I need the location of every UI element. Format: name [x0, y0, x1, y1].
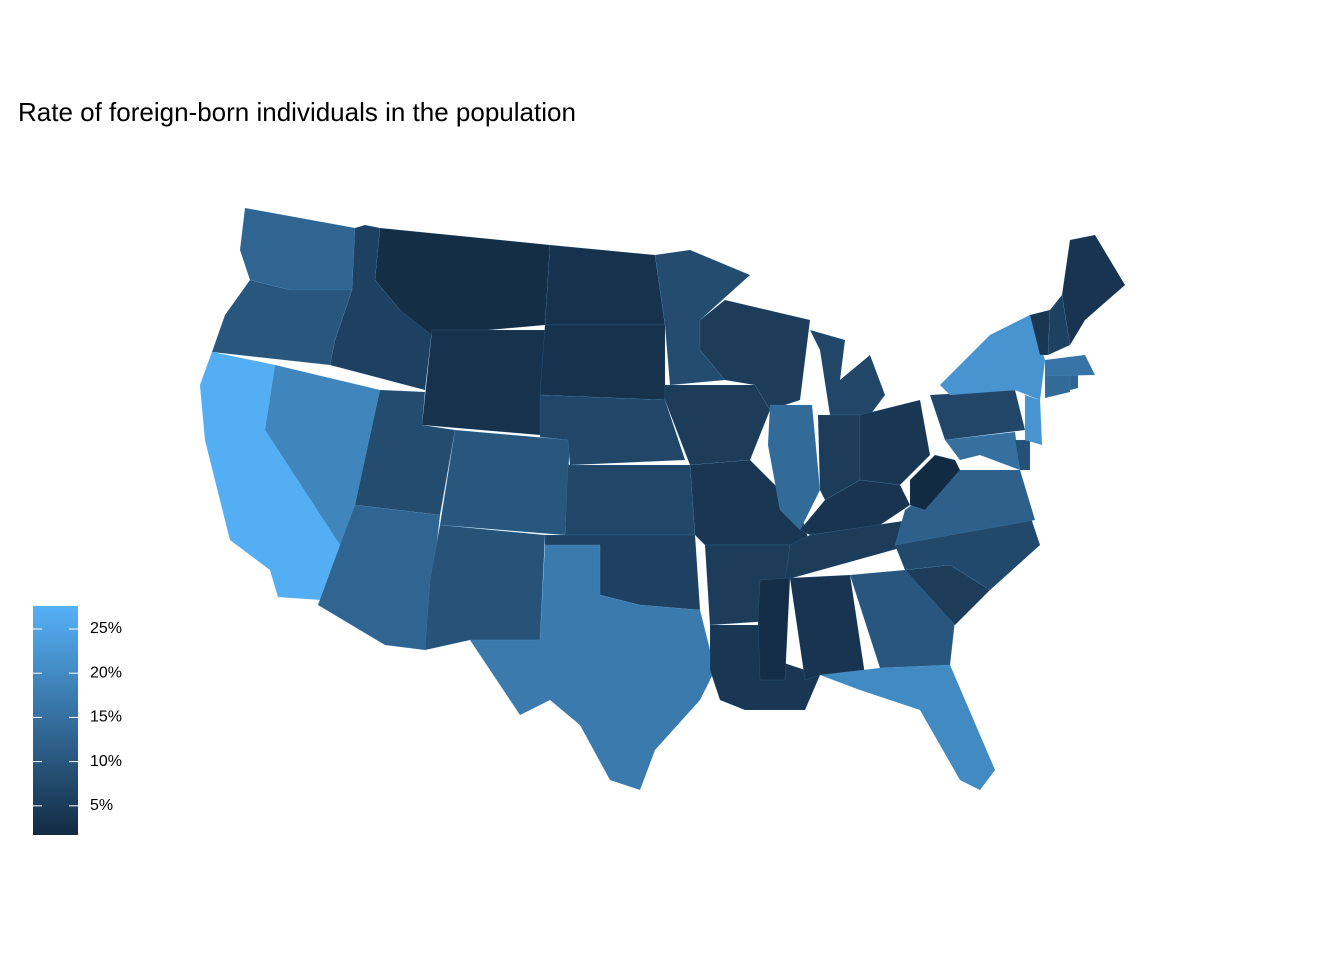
legend: 5% 10% 15% 20% 25%	[33, 620, 122, 814]
state	[439, 429, 571, 536]
state	[699, 299, 811, 411]
colorbar	[33, 606, 78, 835]
legend-label: 10%	[90, 753, 122, 770]
state	[939, 314, 1046, 401]
legend-label: 20%	[90, 664, 122, 681]
state	[1044, 354, 1096, 377]
legend-label: 25%	[90, 620, 122, 637]
state	[1061, 234, 1126, 346]
state	[1024, 394, 1043, 446]
state	[211, 279, 353, 366]
state	[469, 544, 716, 791]
chart-title: Rate of foreign-born individuals in the …	[18, 97, 576, 127]
state	[239, 207, 356, 291]
state	[909, 454, 961, 511]
state	[859, 399, 931, 486]
state	[424, 524, 546, 651]
state	[789, 574, 866, 681]
legend-label: 5%	[90, 797, 113, 814]
state	[944, 431, 1021, 471]
states	[199, 207, 1126, 791]
state	[819, 664, 996, 791]
legend-label: 15%	[90, 709, 122, 726]
state	[539, 324, 666, 401]
state	[544, 244, 666, 326]
state	[317, 504, 441, 651]
state	[809, 329, 886, 416]
state	[757, 577, 791, 681]
state	[421, 329, 546, 436]
state	[564, 464, 696, 536]
